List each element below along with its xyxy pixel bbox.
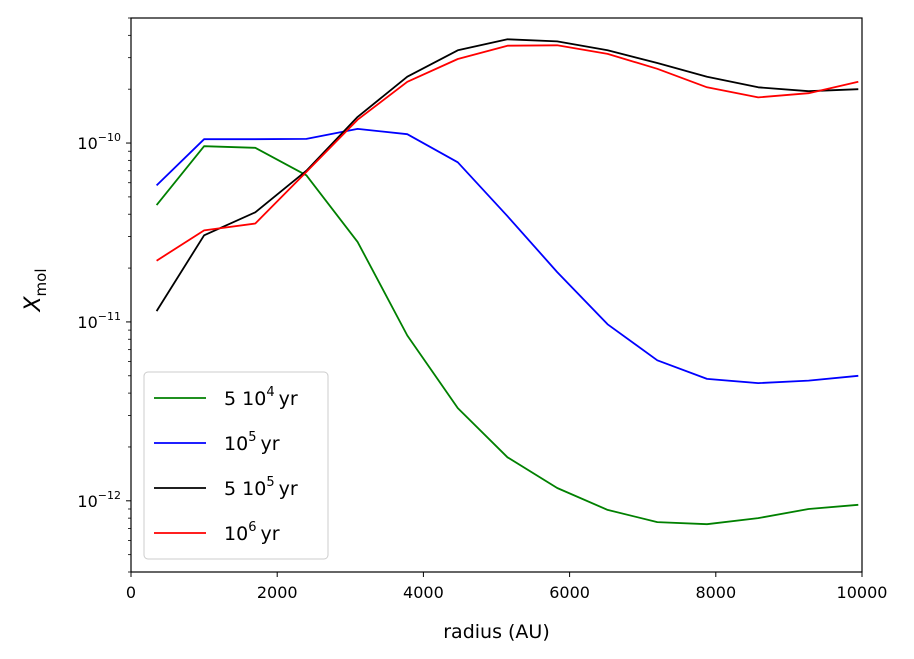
legend-label-base: 5 10 <box>224 478 266 500</box>
series-layer <box>155 38 859 526</box>
legend-label: 106 yr <box>224 520 280 545</box>
y-tick-base: 10 <box>77 492 97 511</box>
legend-entry: 5 104 yr <box>154 385 298 410</box>
y-tick-exponent: −10 <box>98 131 121 144</box>
y-tick-exponent: −11 <box>98 310 121 323</box>
x-axis-title: radius (AU) <box>443 621 550 643</box>
x-tick-label: 0 <box>126 583 136 602</box>
x-tick-label: 8000 <box>695 583 736 602</box>
legend-label-base: 10 <box>224 433 248 455</box>
legend-label-unit: yr <box>260 433 279 455</box>
y-tick-exponent: −12 <box>98 489 121 502</box>
legend-label-base: 5 10 <box>224 388 266 410</box>
y-tick-label: 10−11 <box>77 310 121 332</box>
x-tick-label: 6000 <box>549 583 590 602</box>
legend-label-exponent: 4 <box>266 385 274 400</box>
series-line-2 <box>155 127 859 385</box>
series-line-4 <box>156 44 859 262</box>
y-tick-base: 10 <box>77 313 97 332</box>
legend-label-base: 10 <box>224 523 248 545</box>
legend-label-exponent: 5 <box>248 430 256 445</box>
legend-label-unit: yr <box>279 478 298 500</box>
y-axis-title-main: X <box>21 296 46 313</box>
legend-box <box>143 371 329 560</box>
legend-entry: 106 yr <box>154 520 280 545</box>
series-line-1 <box>155 145 859 526</box>
series-line-3 <box>155 38 859 312</box>
legend-label: 105 yr <box>224 430 280 455</box>
axes-frame <box>130 17 863 573</box>
legend-entry: 5 105 yr <box>154 475 298 500</box>
x-tick-label: 4000 <box>403 583 444 602</box>
y-axis-title: Xmol <box>21 268 50 312</box>
x-tick-label: 10000 <box>837 583 888 602</box>
legend-entry: 105 yr <box>154 430 280 455</box>
legend-label-exponent: 6 <box>248 520 256 535</box>
legend-label-unit: yr <box>260 523 279 545</box>
y-tick-label: 10−10 <box>77 131 121 153</box>
legend-label: 5 105 yr <box>224 475 298 500</box>
legend-label-unit: yr <box>279 388 298 410</box>
legend-label: 5 104 yr <box>224 385 298 410</box>
y-tick-base: 10 <box>77 134 97 153</box>
y-axis-title-sub: mol <box>32 268 50 296</box>
y-tick-label: 10−12 <box>77 489 121 511</box>
x-axis-ticks: 0 2000 4000 6000 8000 10000 <box>126 572 888 602</box>
legend-label-exponent: 5 <box>266 475 274 490</box>
x-tick-label: 2000 <box>257 583 298 602</box>
